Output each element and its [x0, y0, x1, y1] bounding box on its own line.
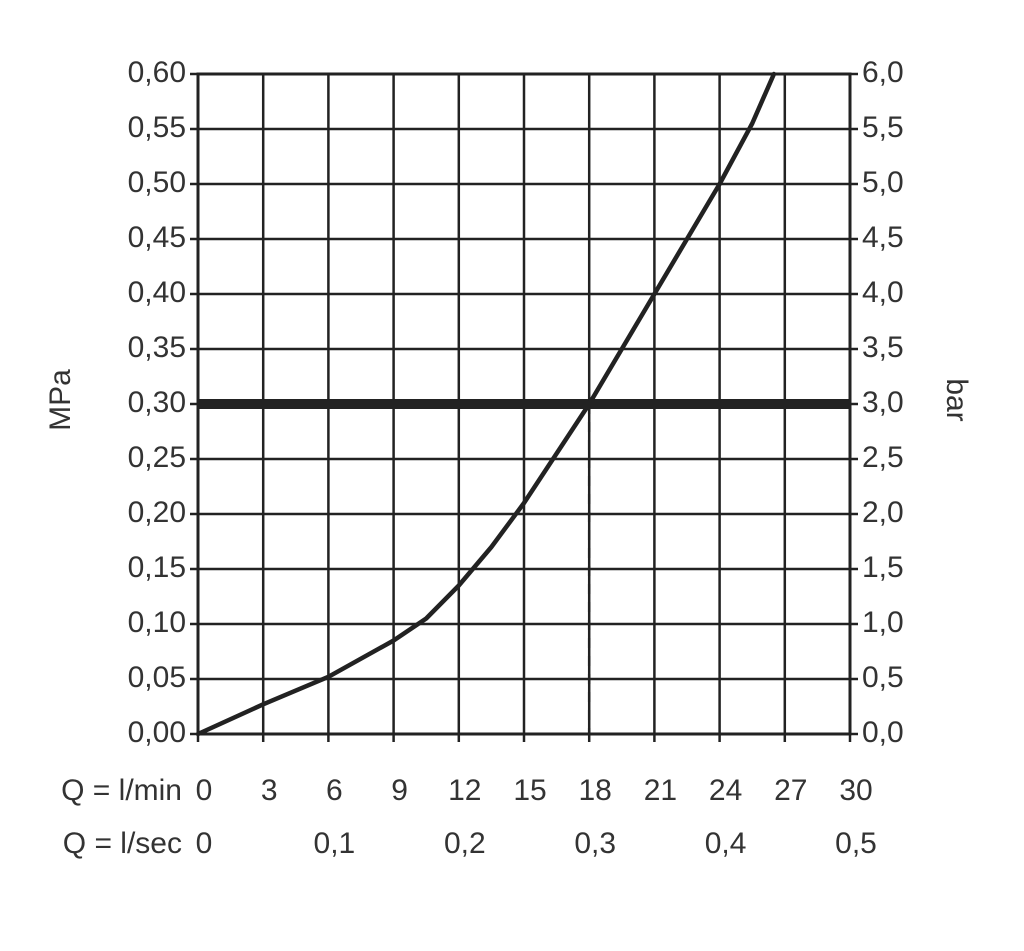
y-tick-label: 0,45	[128, 221, 186, 254]
y2-tick-label: 0,0	[862, 716, 904, 749]
y-tick-label: 0,55	[128, 111, 186, 144]
x2-tick-label: 0,1	[314, 827, 356, 860]
y2-tick-label: 3,5	[862, 331, 904, 364]
y-tick-label: 0,30	[128, 386, 186, 419]
x-tick-label: 9	[391, 774, 408, 807]
x2-tick-label: 0,5	[835, 827, 877, 860]
y-tick-label: 0,60	[128, 56, 186, 89]
y2-tick-label: 6,0	[862, 56, 904, 89]
y-tick-label: 0,40	[128, 276, 186, 309]
y2-tick-label: 3,0	[862, 386, 904, 419]
y-tick-label: 0,35	[128, 331, 186, 364]
x-row-label: Q = l/min	[61, 774, 182, 807]
y-tick-label: 0,20	[128, 496, 186, 529]
y2-tick-label: 1,0	[862, 606, 904, 639]
y-tick-label: 0,50	[128, 166, 186, 199]
y-tick-label: 0,10	[128, 606, 186, 639]
x-tick-label: 21	[644, 774, 677, 807]
x-tick-label: 24	[709, 774, 742, 807]
x2-row-label: Q = l/sec	[63, 827, 182, 860]
x-tick-label: 18	[579, 774, 612, 807]
y2-tick-label: 4,0	[862, 276, 904, 309]
y2-tick-label: 5,0	[862, 166, 904, 199]
curve	[195, 71, 777, 737]
y2-tick-label: 1,5	[862, 551, 904, 584]
y-axis-title: MPa	[44, 369, 77, 431]
x-tick-label: 3	[261, 774, 278, 807]
x-tick-label: 30	[839, 774, 872, 807]
x-tick-label: 27	[774, 774, 807, 807]
y2-axis-title: bar	[940, 378, 973, 421]
y2-tick-label: 4,5	[862, 221, 904, 254]
x2-tick-label: 0	[196, 827, 213, 860]
x-tick-label: 6	[326, 774, 343, 807]
y-tick-label: 0,05	[128, 661, 186, 694]
x2-tick-label: 0,4	[705, 827, 747, 860]
x2-tick-label: 0,2	[444, 827, 486, 860]
x-tick-label: 15	[513, 774, 546, 807]
y-tick-label: 0,25	[128, 441, 186, 474]
x-tick-label: 0	[196, 774, 213, 807]
y2-tick-label: 0,5	[862, 661, 904, 694]
y2-tick-label: 2,5	[862, 441, 904, 474]
x-tick-label: 12	[448, 774, 481, 807]
y2-tick-label: 5,5	[862, 111, 904, 144]
x2-tick-label: 0,3	[574, 827, 616, 860]
y-tick-label: 0,15	[128, 551, 186, 584]
y2-tick-label: 2,0	[862, 496, 904, 529]
y-tick-label: 0,00	[128, 716, 186, 749]
